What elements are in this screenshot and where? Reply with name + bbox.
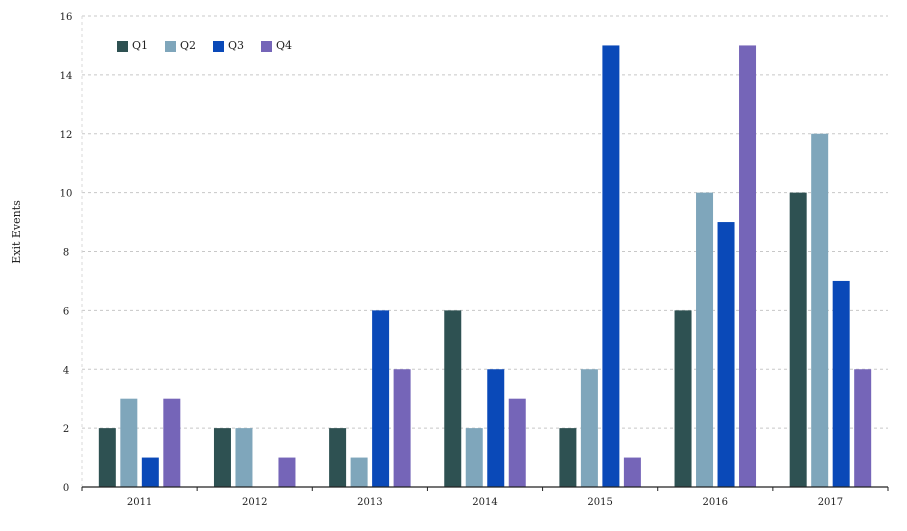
bar-q1-2017 xyxy=(789,192,807,487)
bar-q1-2015 xyxy=(559,428,577,487)
legend-label-q2: Q2 xyxy=(180,39,196,52)
legend-label-q1: Q1 xyxy=(132,39,148,52)
bar-q4-2011 xyxy=(163,398,181,487)
bar-q4-2013 xyxy=(393,369,411,487)
bar-q2-2014 xyxy=(465,428,483,487)
bar-q3-2013 xyxy=(372,310,390,487)
x-tick-label: 2017 xyxy=(818,497,843,508)
x-axis-ticks: 2011 2012 2013 2014 2015 2016 2017 xyxy=(81,487,889,508)
legend-swatch-q1 xyxy=(117,41,128,52)
legend-label-q4: Q4 xyxy=(276,39,292,52)
bar-q2-2016 xyxy=(696,192,714,487)
x-tick-label: 2011 xyxy=(127,497,152,508)
bar-q2-2015 xyxy=(580,369,598,487)
y-axis-title: Exit Events xyxy=(10,200,23,264)
y-tick-label: 14 xyxy=(60,71,73,82)
bar-q1-2014 xyxy=(444,310,462,487)
bar-q3-2017 xyxy=(832,280,850,487)
bar-q4-2016 xyxy=(739,45,757,487)
y-axis-ticks: 0 2 4 6 8 10 12 14 16 xyxy=(60,12,73,494)
bar-q1-2011 xyxy=(98,428,116,487)
bar-q1-2013 xyxy=(329,428,347,487)
y-tick-label: 8 xyxy=(63,248,69,259)
bar-q4-2014 xyxy=(508,398,526,487)
bar-q2-2013 xyxy=(350,457,368,487)
bar-q4-2017 xyxy=(854,369,872,487)
bar-q4-2012 xyxy=(278,457,296,487)
x-tick-label: 2014 xyxy=(472,497,497,508)
gridlines xyxy=(81,15,888,487)
bar-q4-2015 xyxy=(623,457,641,487)
x-tick-label: 2016 xyxy=(703,497,728,508)
bar-q3-2016 xyxy=(717,222,735,487)
bar-q2-2012 xyxy=(235,428,253,487)
legend-swatch-q2 xyxy=(165,41,176,52)
y-tick-label: 16 xyxy=(60,12,73,23)
y-tick-label: 0 xyxy=(63,483,69,494)
bar-q2-2011 xyxy=(120,398,138,487)
bar-q3-2014 xyxy=(487,369,505,487)
bar-q1-2012 xyxy=(213,428,231,487)
y-tick-label: 4 xyxy=(63,365,69,376)
bar-q3-2015 xyxy=(602,45,620,487)
x-tick-label: 2012 xyxy=(242,497,267,508)
legend: Q1 Q2 Q3 Q4 xyxy=(117,39,292,52)
x-tick-label: 2013 xyxy=(357,497,382,508)
bars xyxy=(98,45,872,487)
legend-swatch-q3 xyxy=(213,41,224,52)
y-tick-label: 12 xyxy=(60,130,73,141)
y-tick-label: 6 xyxy=(63,306,69,317)
x-tick-label: 2015 xyxy=(587,497,612,508)
y-tick-label: 2 xyxy=(63,424,69,435)
bar-q3-2011 xyxy=(141,457,159,487)
legend-swatch-q4 xyxy=(261,41,272,52)
bar-q1-2016 xyxy=(674,310,692,487)
bar-q2-2017 xyxy=(811,133,829,487)
y-tick-label: 10 xyxy=(60,189,73,200)
legend-label-q3: Q3 xyxy=(228,39,244,52)
